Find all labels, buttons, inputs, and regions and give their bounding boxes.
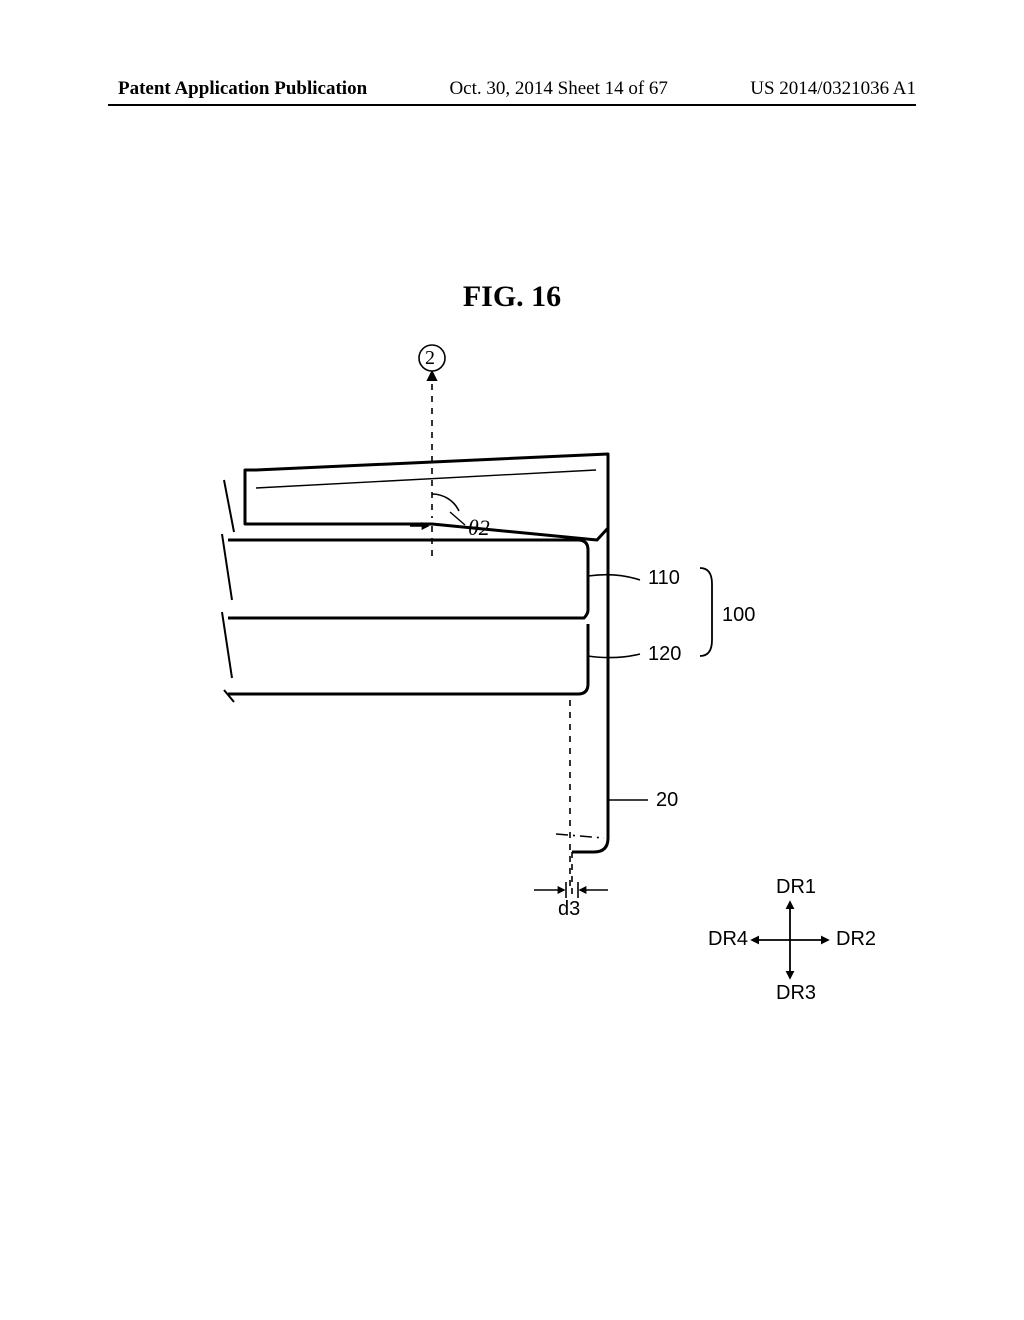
break-1 [224, 480, 234, 532]
compass-dr3: DR3 [776, 982, 816, 1005]
roof-inner-diag [256, 470, 596, 488]
angle-theta2: θ2 [468, 515, 490, 541]
break-2 [222, 534, 232, 600]
figure-diagram [0, 0, 1024, 1320]
circled-number: 2 [425, 347, 435, 370]
leader-110 [588, 575, 640, 580]
compass-dr4: DR4 [708, 928, 748, 951]
break-4 [224, 690, 234, 702]
ref-100: 100 [722, 604, 755, 627]
case-right-side [572, 528, 608, 852]
ref-20: 20 [656, 789, 678, 812]
compass-dr2: DR2 [836, 928, 876, 951]
theta-leader [450, 512, 465, 525]
stack-bot [228, 684, 588, 694]
ref-120: 120 [648, 643, 681, 666]
stack-top [228, 540, 588, 550]
ref-110: 110 [648, 567, 680, 590]
break-3 [222, 612, 232, 678]
bracket-100 [700, 568, 712, 656]
roof-outline [245, 454, 608, 540]
angle-arc [432, 494, 459, 511]
stack-mid [228, 610, 588, 618]
dim-d3: d3 [558, 898, 580, 921]
bottom-dashdot [556, 834, 604, 838]
leader-120 [588, 654, 640, 658]
compass-dr1: DR1 [776, 876, 816, 899]
